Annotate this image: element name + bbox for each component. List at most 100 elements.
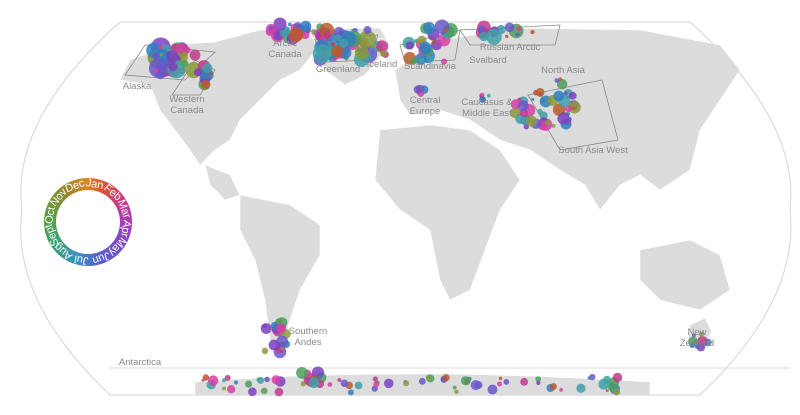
- glacier-bubble: [479, 96, 486, 103]
- glacier-bubble: [487, 384, 498, 395]
- wheel-segment: [59, 185, 70, 198]
- glacier-bubble: [338, 38, 348, 48]
- glacier-bubble: [275, 323, 286, 334]
- wheel-segment: [90, 178, 96, 191]
- glacier-bubble: [333, 58, 337, 62]
- glacier-bubble: [428, 56, 435, 62]
- glacier-bubble: [523, 124, 529, 130]
- region-label: Scandinavia: [404, 61, 456, 72]
- glacier-bubble: [159, 52, 163, 57]
- glacier-bubble: [504, 34, 509, 39]
- wheel-segment: [112, 193, 125, 204]
- wheel-segment: [108, 188, 120, 200]
- glacier-bubble: [371, 44, 376, 49]
- glacier-bubble: [477, 25, 486, 34]
- wheel-segment: [72, 251, 80, 265]
- glacier-bubble: [403, 380, 410, 387]
- glacier-bubble: [598, 378, 610, 390]
- glacier-bubble: [536, 380, 541, 385]
- glacier-bubble: [354, 45, 369, 60]
- wheel-segment: [84, 178, 89, 191]
- glacier-bubble: [261, 347, 269, 355]
- region-label: Southern: [289, 326, 328, 337]
- wheel-segment: [115, 235, 128, 245]
- glacier-bubble: [354, 381, 363, 390]
- wheel-segment: [98, 251, 107, 264]
- wheel-segment: [62, 183, 73, 196]
- glacier-bubble: [376, 40, 389, 53]
- glacier-bubble: [168, 62, 178, 72]
- glacier-bubble: [363, 26, 372, 35]
- glacier-bubble: [689, 342, 696, 349]
- glacier-bubble: [565, 105, 572, 113]
- wheel-segment: [45, 230, 58, 238]
- glacier-bubble: [516, 26, 522, 32]
- glacier-bubble: [373, 381, 380, 388]
- glacier-bubble: [607, 383, 615, 391]
- glacier-bubble: [202, 63, 213, 73]
- glacier-bubble: [175, 43, 186, 54]
- wheel-segment: [44, 214, 57, 220]
- glacier-bubble: [288, 27, 304, 42]
- glacier-bubble: [374, 47, 378, 52]
- glacier-bubble: [405, 41, 414, 50]
- wheel-segment: [47, 235, 61, 244]
- glacier-bubble: [558, 77, 563, 82]
- glacier-bubble: [698, 331, 705, 337]
- wheel-segment: [66, 181, 75, 195]
- wheel-segment: [101, 249, 110, 263]
- region-label: Iceland: [367, 59, 398, 70]
- glacier-bubble: [525, 115, 537, 127]
- wheel-segment: [96, 252, 104, 265]
- wheel-segment: [45, 206, 59, 214]
- month-label: Apr: [118, 219, 133, 238]
- glacier-bubble: [564, 91, 568, 95]
- glacier-bubble: [287, 22, 292, 27]
- glacier-bubbles: [146, 17, 712, 397]
- wheel-segment: [51, 193, 64, 204]
- glacier-bubble: [227, 385, 236, 394]
- wheel-segment: [46, 232, 59, 241]
- glacier-bubble: [567, 116, 572, 122]
- glacier-bubble: [460, 376, 471, 386]
- region-label: Russian Arctic: [480, 42, 540, 53]
- glacier-bubble: [201, 80, 211, 90]
- wheel-segment: [44, 210, 58, 217]
- glacier-bubble: [612, 372, 623, 383]
- glacier-bubble: [504, 22, 515, 33]
- wheel-segment: [90, 253, 96, 266]
- glacier-bubble: [264, 376, 270, 383]
- glacier-bubble: [330, 41, 335, 47]
- wheel-segment: [93, 178, 100, 192]
- glacier-bubble: [208, 375, 219, 386]
- glacier-bubble: [154, 68, 159, 73]
- glacier-bubble: [202, 374, 210, 381]
- region-label: Antarctica: [119, 357, 162, 368]
- glacier-bubble: [572, 107, 576, 111]
- glacier-bubble: [222, 386, 227, 391]
- glacier-bubble: [268, 25, 274, 31]
- glacier-bubble: [694, 344, 700, 349]
- wheel-segment: [114, 196, 127, 207]
- glacier-bubble: [340, 379, 349, 388]
- glacier-bubble: [383, 378, 394, 389]
- glacier-bubble: [300, 20, 312, 32]
- region-label: Arctic: [273, 38, 297, 49]
- glacier-bubble: [503, 379, 510, 385]
- wheel-segment: [108, 244, 120, 256]
- glacier-bubble: [260, 323, 272, 334]
- wheel-segment: [119, 214, 132, 220]
- glacier-bubble: [496, 381, 503, 387]
- wheel-segment: [80, 253, 86, 266]
- glacier-bubble: [559, 388, 563, 392]
- month-label: Jun: [91, 249, 112, 266]
- glacier-bubble: [233, 380, 239, 385]
- wheel-segment: [59, 246, 70, 259]
- glacier-bubble: [410, 57, 418, 65]
- wheel-segment: [106, 246, 117, 259]
- region-label: Zealand: [680, 338, 714, 349]
- glacier-bubble: [312, 44, 332, 64]
- wheel-segment: [80, 178, 86, 191]
- wheel-segment: [114, 238, 127, 248]
- glacier-bubble: [535, 376, 542, 383]
